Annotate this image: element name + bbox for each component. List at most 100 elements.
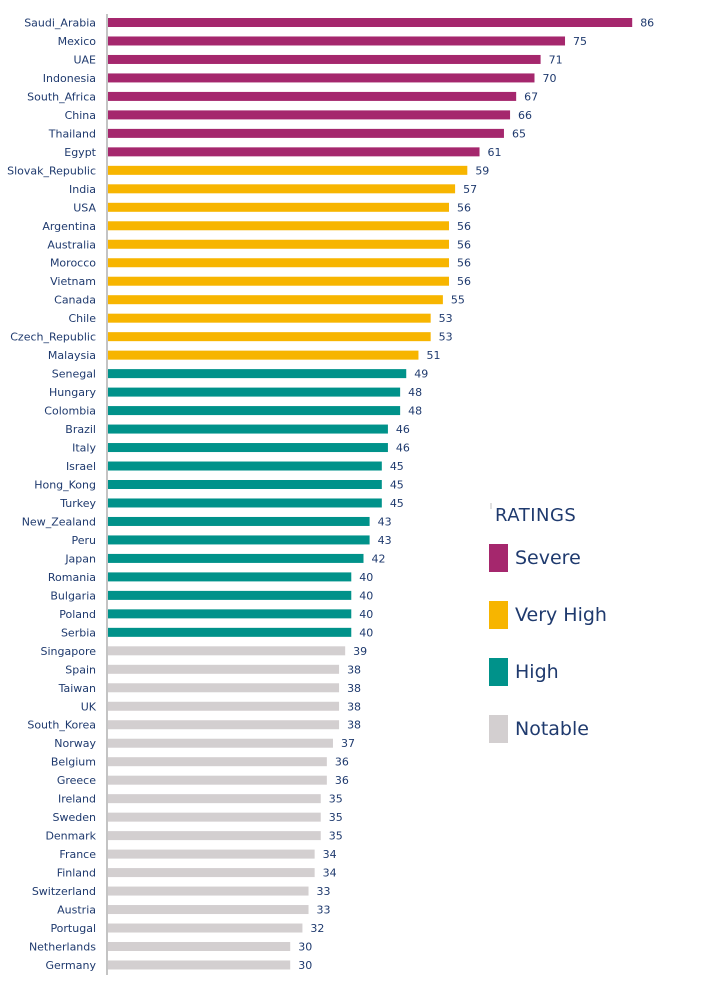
value-label: 45 xyxy=(390,479,404,492)
bar xyxy=(108,720,340,730)
category-label: Slovak_Republic xyxy=(7,164,96,177)
category-label: Canada xyxy=(54,294,96,307)
value-label: 40 xyxy=(359,571,373,584)
bar xyxy=(108,683,340,693)
value-label: 38 xyxy=(347,663,361,676)
bar xyxy=(108,535,370,545)
category-label: Egypt xyxy=(64,146,96,159)
bar xyxy=(108,664,340,674)
value-label: 33 xyxy=(317,885,331,898)
bar xyxy=(108,73,535,83)
value-label: 46 xyxy=(396,423,410,436)
bar xyxy=(108,831,321,841)
value-label: 61 xyxy=(488,146,502,159)
category-label: Malaysia xyxy=(48,349,96,362)
category-label: Sweden xyxy=(53,811,96,824)
category-label: Colombia xyxy=(44,405,96,418)
legend-swatch xyxy=(489,544,508,572)
category-label: Netherlands xyxy=(29,941,96,954)
value-label: 56 xyxy=(457,220,471,233)
category-label: Ireland xyxy=(58,793,96,806)
category-label: Chile xyxy=(68,312,96,325)
category-label: Poland xyxy=(59,608,96,621)
value-label: 48 xyxy=(408,405,422,418)
category-label: UAE xyxy=(73,53,96,66)
bar xyxy=(108,147,480,157)
value-label: 38 xyxy=(347,719,361,732)
value-label: 55 xyxy=(451,294,465,307)
category-label: Morocco xyxy=(50,257,96,270)
bar xyxy=(108,590,352,600)
value-label: 67 xyxy=(524,90,538,103)
legend-label: Severe xyxy=(515,547,581,569)
value-label: 35 xyxy=(329,793,343,806)
legend-swatch xyxy=(489,601,508,629)
legend-item: High xyxy=(489,658,607,686)
bar xyxy=(108,480,382,489)
legend-swatch xyxy=(489,715,508,743)
value-label: 53 xyxy=(439,312,453,325)
bar xyxy=(108,905,309,915)
category-label: Senegal xyxy=(52,368,96,381)
legend: RATINGS Severe Very High High Notable xyxy=(489,505,607,743)
bar xyxy=(108,775,327,785)
category-label: South_Africa xyxy=(27,90,96,103)
value-label: 45 xyxy=(390,460,404,473)
legend-swatch xyxy=(489,658,508,686)
category-label: Switzerland xyxy=(32,885,96,898)
category-label: Spain xyxy=(65,663,96,676)
category-label: Belgium xyxy=(51,756,96,769)
bar xyxy=(108,387,401,397)
legend-item: Notable xyxy=(489,715,607,743)
category-label: Austria xyxy=(57,904,96,917)
bar xyxy=(108,553,364,563)
bar xyxy=(108,258,449,268)
legend-title: RATINGS xyxy=(495,505,577,526)
value-label: 66 xyxy=(518,109,532,122)
bar xyxy=(108,794,321,804)
bar xyxy=(108,516,370,526)
value-label: 38 xyxy=(347,700,361,713)
category-label: Brazil xyxy=(65,423,96,436)
value-label: 38 xyxy=(347,682,361,695)
value-label: 56 xyxy=(457,238,471,251)
value-label: 56 xyxy=(457,201,471,214)
legend-item: Severe xyxy=(489,544,607,572)
value-label: 59 xyxy=(475,164,489,177)
value-label: 42 xyxy=(371,552,385,565)
value-label: 46 xyxy=(396,442,410,455)
category-label: Japan xyxy=(64,552,96,565)
category-label: Indonesia xyxy=(43,72,96,85)
bar xyxy=(108,239,449,249)
bar xyxy=(108,350,419,360)
category-label: Germany xyxy=(45,959,96,972)
category-label: South_Korea xyxy=(27,719,96,732)
bar xyxy=(108,646,346,656)
value-label: 56 xyxy=(457,257,471,270)
category-label: Italy xyxy=(72,442,96,455)
value-label: 75 xyxy=(573,35,587,48)
value-label: 48 xyxy=(408,386,422,399)
category-label: Portugal xyxy=(50,922,96,935)
value-label: 32 xyxy=(310,922,324,935)
bar xyxy=(108,276,449,286)
category-label: Hong_Kong xyxy=(34,479,96,492)
value-label: 30 xyxy=(298,941,312,954)
value-label: 71 xyxy=(549,53,563,66)
category-label: Greece xyxy=(57,774,96,787)
bar xyxy=(108,923,303,933)
category-label: USA xyxy=(73,201,96,214)
bar xyxy=(108,332,431,342)
category-label: Hungary xyxy=(49,386,96,399)
category-label: Argentina xyxy=(42,220,96,233)
category-label: Denmark xyxy=(45,830,96,843)
value-label: 34 xyxy=(323,848,337,861)
bar xyxy=(108,960,291,970)
value-label: 40 xyxy=(359,608,373,621)
category-label: Singapore xyxy=(41,645,97,658)
category-label: Saudi_Arabia xyxy=(24,17,96,30)
value-label: 45 xyxy=(390,497,404,510)
bar xyxy=(108,868,315,878)
bar xyxy=(108,886,309,896)
value-label: 39 xyxy=(353,645,367,658)
